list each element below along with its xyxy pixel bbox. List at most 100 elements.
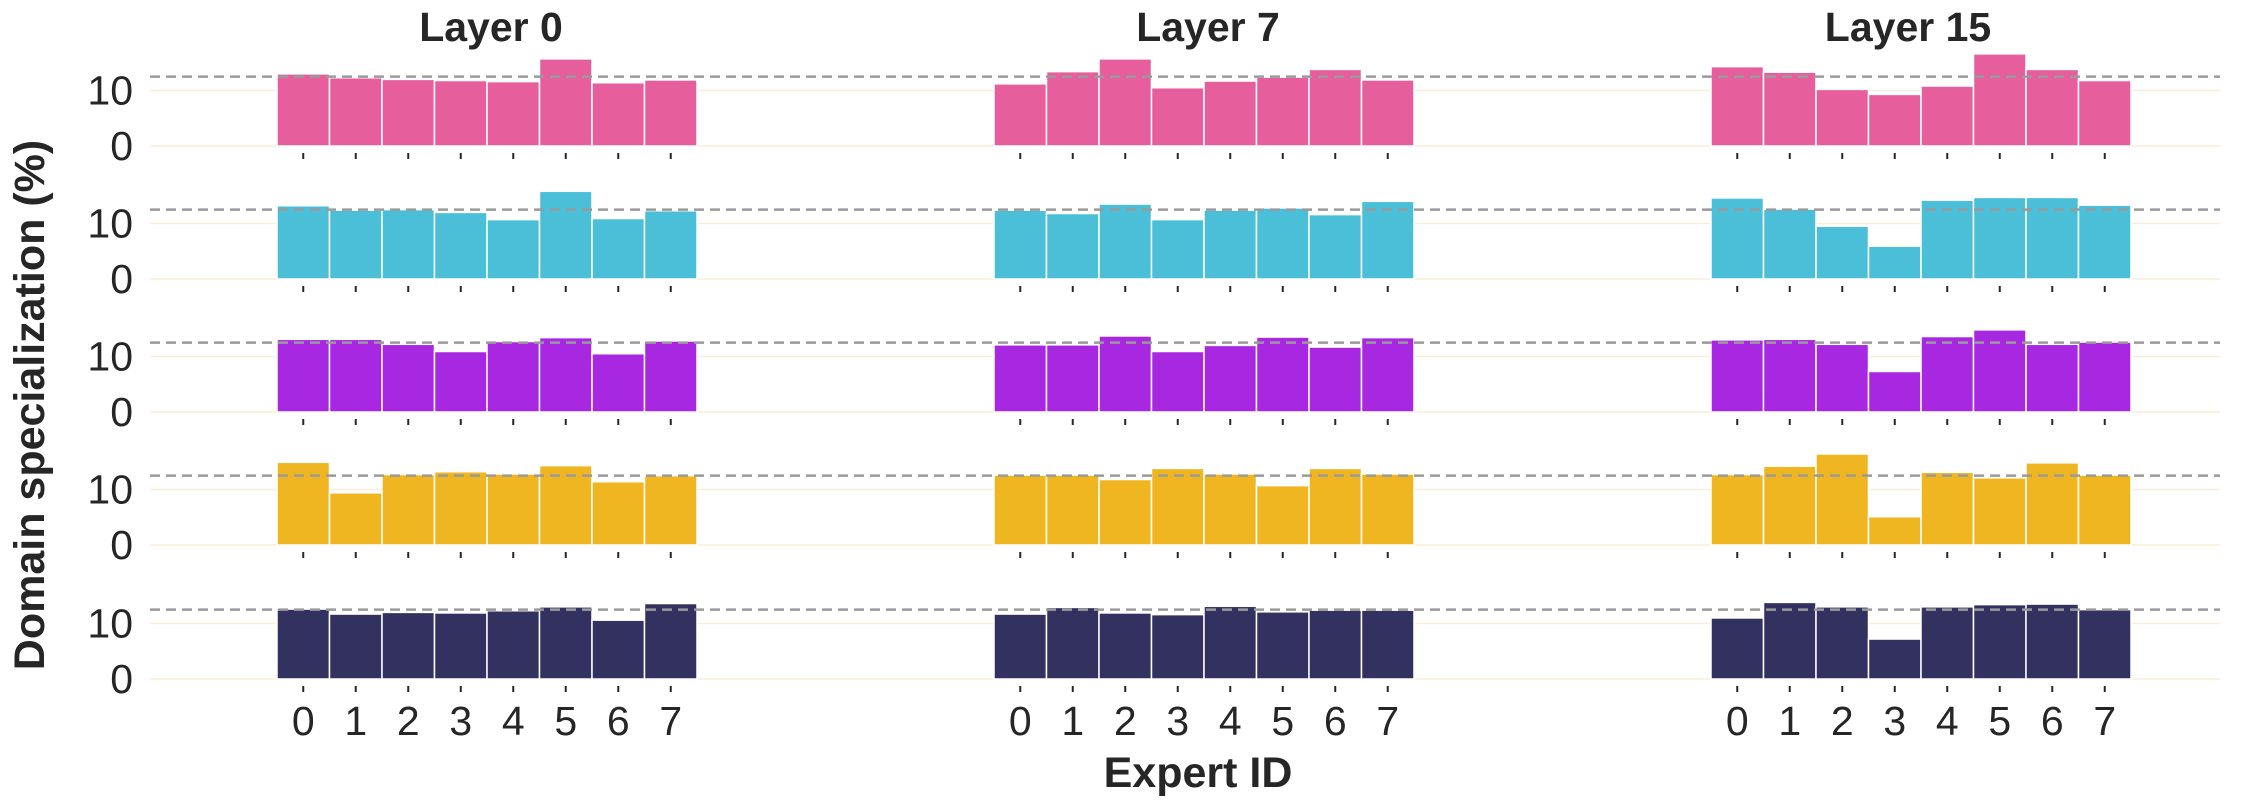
x-tick-label: 4 [502,698,525,744]
bar-row4-panel1-expert3 [1150,613,1205,680]
bar-row4-panel0-expert5 [538,606,593,680]
bar-row3-panel0-expert2 [381,473,436,546]
bar-row4-panel0-expert7 [643,602,698,680]
x-tick-label: 6 [1324,698,1347,744]
chart-row-0: 010 [87,53,2220,169]
bar-row4-panel2-expert7 [2077,608,2132,680]
x-axis-label: Expert ID [1104,749,1293,797]
bar-row2-panel0-expert0 [276,338,331,413]
bar-row0-panel0-expert2 [381,78,436,147]
bar-row3-panel0-expert3 [433,470,488,546]
bar-row0-panel1-expert2 [1098,58,1153,147]
chart-row-2: 010 [87,329,2220,435]
bar-row1-panel1-expert3 [1150,218,1205,280]
bar-row2-panel2-expert4 [1920,335,1975,413]
bar-row1-panel0-expert7 [643,209,698,280]
bar-row3-panel2-expert1 [1762,465,1817,546]
bar-row0-panel0-expert7 [643,79,698,147]
y-tick-label: 10 [87,68,133,114]
bar-row4-panel0-expert4 [486,609,541,680]
bar-row4-panel1-expert2 [1098,612,1153,680]
x-tick-label: 0 [1009,698,1032,744]
bar-row0-panel2-expert3 [1867,93,1922,147]
bar-row3-panel2-expert7 [2077,474,2132,546]
bar-row1-panel0-expert1 [328,209,383,280]
bar-row0-panel0-expert0 [276,73,331,147]
x-tick-label: 1 [1061,698,1084,744]
y-tick-label: 10 [87,201,133,247]
chart-row-4: 010 [87,601,2220,702]
y-tick-label: 10 [87,467,133,513]
bar-row0-panel2-expert2 [1815,88,1870,147]
bar-row3-panel2-expert0 [1710,473,1765,546]
bar-row2-panel1-expert1 [1045,344,1100,413]
y-axis-label: Domain specialization (%) [6,140,54,670]
bar-row1-panel2-expert4 [1920,199,1975,280]
bar-row0-panel0-expert6 [591,81,646,147]
bar-row4-panel2-expert5 [1972,603,2027,680]
bar-row1-panel2-expert5 [1972,196,2027,280]
x-tick-label: 5 [554,698,577,744]
bar-row3-panel2-expert2 [1815,453,1870,546]
bar-row2-panel1-expert2 [1098,335,1153,413]
bar-row3-panel0-expert5 [538,464,593,546]
bar-row1-panel1-expert7 [1360,200,1415,280]
y-tick-label: 0 [110,389,133,435]
bar-row3-panel1-expert3 [1150,467,1205,546]
bar-row2-panel1-expert4 [1203,344,1258,413]
bar-row2-panel1-expert3 [1150,350,1205,413]
bar-row2-panel1-expert6 [1308,346,1363,413]
bar-row4-panel1-expert1 [1045,606,1100,680]
bar-row1-panel2-expert6 [2025,196,2080,280]
bar-row4-panel0-expert3 [433,612,488,680]
x-tick-label: 1 [1778,698,1801,744]
bar-row4-panel0-expert0 [276,608,331,680]
x-tick-label: 4 [1219,698,1242,744]
x-tick-label: 6 [607,698,630,744]
bar-row0-panel1-expert0 [993,83,1048,147]
bar-row1-panel2-expert7 [2077,204,2132,280]
x-tick-label: 0 [292,698,315,744]
bar-row4-panel2-expert4 [1920,606,1975,680]
bar-row0-panel1-expert1 [1045,70,1100,147]
bar-row3-panel2-expert5 [1972,477,2027,546]
x-tick-label: 5 [1988,698,2011,744]
bar-row0-panel2-expert4 [1920,85,1975,147]
bar-row3-panel0-expert1 [328,492,383,546]
x-tick-label: 3 [1883,698,1906,744]
bar-row2-panel0-expert4 [486,340,541,413]
bar-row0-panel0-expert4 [486,80,541,147]
bar-row3-panel1-expert5 [1255,484,1310,546]
panel-title-layer-0: Layer 0 [419,4,563,50]
bar-row2-panel2-expert0 [1710,339,1765,413]
bar-row3-panel2-expert3 [1867,515,1922,546]
bar-row2-panel0-expert2 [381,343,436,413]
bar-row1-panel2-expert0 [1710,197,1765,280]
bar-row1-panel2-expert1 [1762,208,1817,280]
bar-row1-panel1-expert0 [993,209,1048,280]
bar-row0-panel1-expert6 [1308,68,1363,147]
bar-row0-panel1-expert3 [1150,86,1205,147]
x-tick-label: 5 [1271,698,1294,744]
y-tick-label: 0 [110,123,133,169]
x-tick-label: 2 [397,698,420,744]
x-tick-label: 4 [1936,698,1959,744]
x-tick-label: 0 [1726,698,1749,744]
bar-row4-panel0-expert2 [381,611,436,680]
y-tick-label: 0 [110,656,133,702]
bar-row1-panel0-expert3 [433,211,488,280]
bar-row2-panel2-expert2 [1815,343,1870,413]
bar-row3-panel2-expert6 [2025,462,2080,546]
bar-row0-panel2-expert7 [2077,79,2132,147]
bar-row0-panel0-expert1 [328,76,383,147]
chart-row-3: 010 [87,453,2220,568]
bar-row4-panel2-expert1 [1762,601,1817,680]
y-tick-label: 0 [110,522,133,568]
bar-row4-panel2-expert6 [2025,603,2080,680]
bar-row4-panel1-expert6 [1308,609,1363,680]
bar-row4-panel2-expert0 [1710,617,1765,680]
bar-row0-panel2-expert5 [1972,53,2027,147]
bar-row1-panel0-expert5 [538,190,593,280]
bar-row3-panel1-expert6 [1308,467,1363,546]
